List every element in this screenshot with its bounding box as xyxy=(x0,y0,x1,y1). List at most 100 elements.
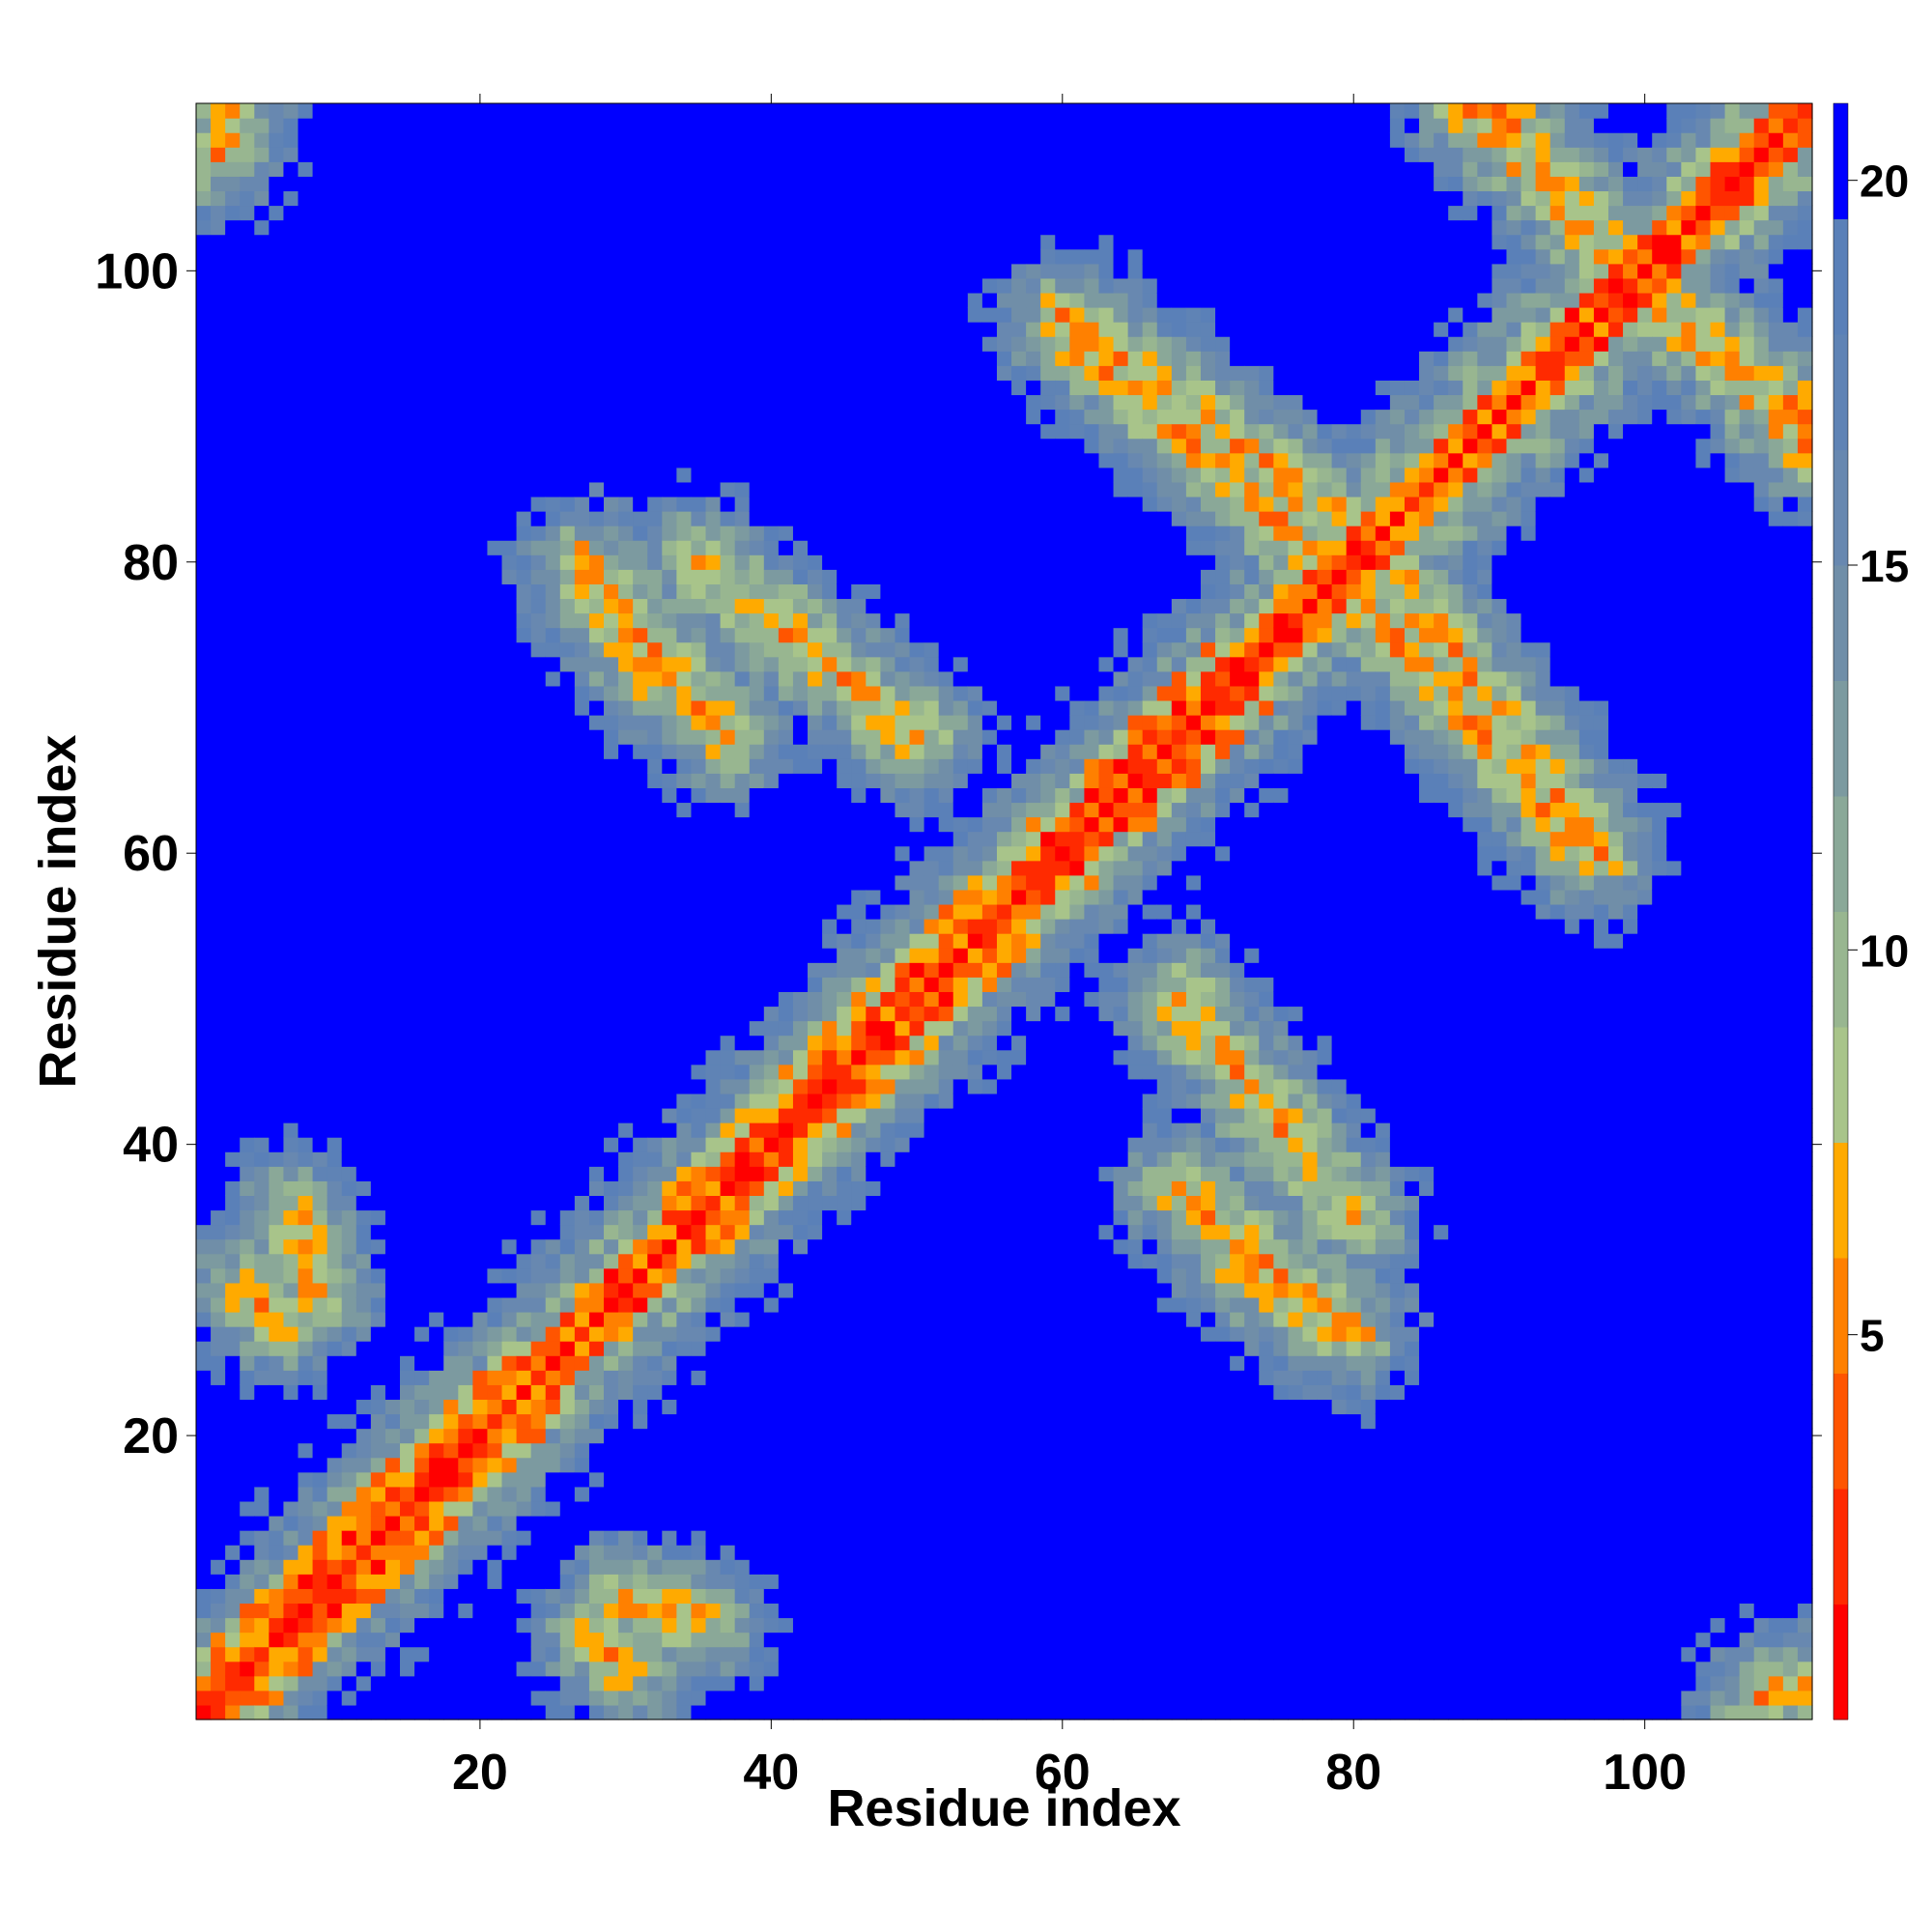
heatmap-cell xyxy=(458,656,473,672)
heatmap-cell xyxy=(647,1500,663,1517)
heatmap-cell xyxy=(487,336,503,352)
heatmap-cell xyxy=(559,147,576,162)
heatmap-cell xyxy=(792,816,809,833)
heatmap-cell xyxy=(429,1341,444,1356)
heatmap-cell xyxy=(269,365,285,381)
heatmap-cell xyxy=(414,627,430,643)
heatmap-cell xyxy=(341,1632,357,1648)
heatmap-cell xyxy=(414,816,430,833)
heatmap-cell xyxy=(196,554,212,570)
heatmap-cell xyxy=(355,336,372,352)
heatmap-cell xyxy=(749,860,765,876)
heatmap-cell xyxy=(211,874,226,891)
heatmap-cell xyxy=(400,147,415,162)
heatmap-cell xyxy=(472,205,489,221)
heatmap-cell xyxy=(472,1209,489,1226)
heatmap-cell xyxy=(501,1399,518,1415)
heatmap-cell xyxy=(516,1486,532,1502)
heatmap-cell xyxy=(837,1326,852,1342)
heatmap-cell xyxy=(633,481,648,497)
heatmap-cell xyxy=(516,729,532,745)
heatmap-cell xyxy=(283,526,299,541)
heatmap-cell xyxy=(283,1341,299,1356)
heatmap-cell xyxy=(443,612,459,629)
heatmap-cell xyxy=(487,380,503,396)
heatmap-cell xyxy=(341,1064,357,1080)
heatmap-cell xyxy=(327,948,343,963)
heatmap-cell xyxy=(516,933,532,949)
heatmap-cell xyxy=(633,802,648,818)
heatmap-cell xyxy=(384,380,401,396)
heatmap-cell xyxy=(792,219,809,236)
heatmap-cell xyxy=(618,1166,634,1181)
heatmap-cell xyxy=(370,1267,386,1284)
heatmap-cell xyxy=(647,322,663,337)
heatmap-cell xyxy=(705,1471,722,1488)
heatmap-cell xyxy=(822,1442,838,1459)
heatmap-cell xyxy=(763,1574,780,1589)
heatmap-cell xyxy=(559,1428,576,1444)
heatmap-cell xyxy=(472,685,489,701)
heatmap-cell xyxy=(574,219,590,236)
heatmap-cell xyxy=(341,292,357,308)
heatmap-cell xyxy=(472,1180,489,1196)
heatmap-cell xyxy=(808,845,823,862)
heatmap-cell xyxy=(283,1588,299,1605)
heatmap-cell xyxy=(734,1574,751,1589)
heatmap-cell xyxy=(559,656,576,672)
heatmap-cell xyxy=(472,612,489,629)
heatmap-cell xyxy=(574,1661,590,1677)
heatmap-cell xyxy=(545,1035,561,1051)
heatmap-cell xyxy=(240,1370,255,1385)
heatmap-cell xyxy=(400,1253,415,1269)
heatmap-cell xyxy=(618,831,634,847)
heatmap-cell xyxy=(749,1064,765,1080)
heatmap-cell xyxy=(400,1661,415,1677)
heatmap-cell xyxy=(574,744,590,759)
heatmap-cell xyxy=(341,860,357,876)
heatmap-cell xyxy=(269,1574,285,1589)
heatmap-cell xyxy=(559,1166,576,1181)
heatmap-cell xyxy=(837,802,852,818)
heatmap-cell xyxy=(240,1311,255,1327)
heatmap-cell xyxy=(822,190,838,207)
heatmap-cell xyxy=(400,787,415,804)
heatmap-cell xyxy=(516,277,532,294)
heatmap-cell xyxy=(355,496,372,512)
heatmap-cell xyxy=(312,1574,328,1589)
heatmap-cell xyxy=(734,438,751,454)
heatmap-cell xyxy=(355,351,372,366)
heatmap-cell xyxy=(327,205,343,221)
heatmap-cell xyxy=(604,758,619,774)
heatmap-cell xyxy=(196,394,212,411)
heatmap-cell xyxy=(443,1078,459,1094)
heatmap-cell xyxy=(545,860,561,876)
heatmap-cell xyxy=(225,1559,241,1575)
heatmap-cell xyxy=(720,1646,736,1662)
heatmap-cell xyxy=(283,380,299,396)
heatmap-cell xyxy=(574,598,590,614)
heatmap-cell xyxy=(211,526,226,541)
heatmap-cell xyxy=(443,1035,459,1051)
heatmap-cell xyxy=(400,845,415,862)
heatmap-cell xyxy=(298,1559,314,1575)
heatmap-cell xyxy=(530,1326,547,1342)
heatmap-cell xyxy=(211,744,226,759)
heatmap-cell xyxy=(633,1238,648,1255)
heatmap-cell xyxy=(763,1457,780,1473)
heatmap-cell xyxy=(225,1253,241,1269)
heatmap-cell xyxy=(298,656,314,672)
heatmap-cell xyxy=(837,1006,852,1022)
heatmap-cell xyxy=(822,1646,838,1662)
heatmap-cell xyxy=(225,190,241,207)
heatmap-cell xyxy=(763,511,780,526)
heatmap-cell xyxy=(254,583,270,600)
heatmap-cell xyxy=(837,627,852,643)
heatmap-cell xyxy=(458,132,473,148)
heatmap-cell xyxy=(705,1413,722,1430)
heatmap-cell xyxy=(298,336,314,352)
heatmap-cell xyxy=(487,948,503,963)
heatmap-cell xyxy=(837,526,852,541)
heatmap-cell xyxy=(414,1559,430,1575)
heatmap-cell xyxy=(808,292,823,308)
